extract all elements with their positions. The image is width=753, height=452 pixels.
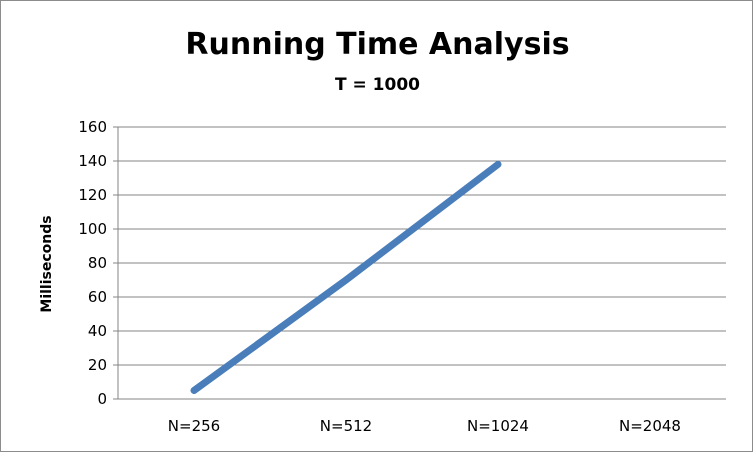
- chart-title: Running Time Analysis: [185, 27, 570, 62]
- y-tick-label: 160: [78, 118, 107, 136]
- x-tick-label: N=256: [168, 417, 220, 435]
- series-line: [190, 160, 502, 394]
- x-tick-label: N=2048: [619, 417, 681, 435]
- y-tick-label: 0: [97, 390, 107, 408]
- x-tick-label: N=1024: [467, 417, 529, 435]
- y-tick-label: 100: [78, 220, 107, 238]
- gridlines: [113, 126, 726, 400]
- y-tick-label: 80: [88, 254, 107, 272]
- chart-subtitle: T = 1000: [335, 75, 420, 95]
- y-tick-label: 140: [78, 152, 107, 170]
- y-tick-labels: 0 20 40 60 80 100 120 140 160: [78, 118, 107, 408]
- y-tick-label: 40: [88, 322, 107, 340]
- series-lines: [190, 160, 502, 394]
- y-tick-label: 60: [88, 288, 107, 306]
- x-tick-label: N=512: [320, 417, 372, 435]
- x-tick-labels: N=256 N=512 N=1024 N=2048: [168, 417, 681, 435]
- y-tick-label: 20: [88, 356, 107, 374]
- y-tick-label: 120: [78, 186, 107, 204]
